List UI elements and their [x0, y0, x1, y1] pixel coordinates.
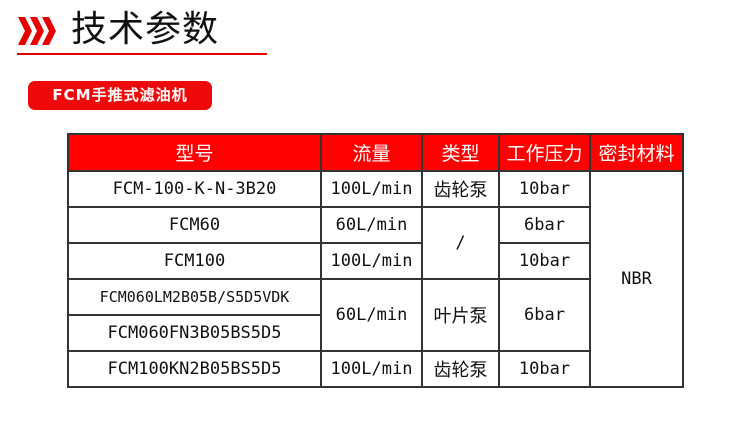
- spec-table: 型号 流量 类型 工作压力 密封材料 FCM-100-K-N-3B20 100L…: [67, 133, 684, 388]
- cell-model: FCM100: [67, 242, 322, 280]
- table-header: 型号 流量 类型 工作压力 密封材料: [67, 133, 684, 172]
- col-type: 类型: [421, 133, 500, 172]
- cell-type: 齿轮泵: [421, 350, 500, 388]
- table-row: FCM100KN2B05BS5D5 100L/min 齿轮泵 10bar: [67, 350, 683, 388]
- cell-pressure: 10bar: [498, 350, 591, 388]
- title-underline: [17, 53, 267, 55]
- cell-flow: 100L/min: [320, 170, 423, 208]
- cell-flow: 60L/min: [320, 278, 423, 352]
- cell-model: FCM100KN2B05BS5D5: [67, 350, 322, 388]
- cell-flow: 100L/min: [320, 242, 423, 280]
- col-flow: 流量: [320, 133, 423, 172]
- cell-model: FCM060FN3B05BS5D5: [67, 314, 322, 352]
- table-row: FCM100 100L/min 10bar: [67, 242, 683, 280]
- cell-flow: 60L/min: [320, 206, 423, 244]
- cell-pressure: 10bar: [498, 170, 591, 208]
- product-badge: FCM手推式滤油机: [28, 81, 212, 110]
- cell-pressure: 6bar: [498, 278, 591, 352]
- cell-type: 齿轮泵: [421, 170, 500, 208]
- cell-seal: NBR: [589, 170, 684, 388]
- page-title: 技术参数: [71, 9, 220, 50]
- cell-model: FCM060LM2B05B/S5D5VDK: [67, 278, 322, 316]
- table-row: FCM060LM2B05B/S5D5VDK 60L/min 叶片泵 6bar: [67, 278, 683, 352]
- cell-pressure: 6bar: [498, 206, 591, 244]
- cell-flow: 100L/min: [320, 350, 423, 388]
- col-seal: 密封材料: [589, 133, 684, 172]
- cell-type: 叶片泵: [421, 278, 500, 352]
- table-row: FCM60 60L/min / 6bar: [67, 206, 683, 280]
- cell-model: FCM60: [67, 206, 322, 244]
- cell-model: FCM-100-K-N-3B20: [67, 170, 322, 208]
- table-row: FCM-100-K-N-3B20 100L/min 齿轮泵 10bar NBR: [67, 170, 684, 388]
- triple-chevron-right-icon: [18, 17, 56, 45]
- cell-pressure: 10bar: [498, 242, 591, 280]
- table-row: FCM060FN3B05BS5D5: [67, 314, 683, 352]
- col-pressure: 工作压力: [498, 133, 591, 172]
- cell-type: /: [421, 206, 500, 280]
- col-model: 型号: [67, 133, 322, 172]
